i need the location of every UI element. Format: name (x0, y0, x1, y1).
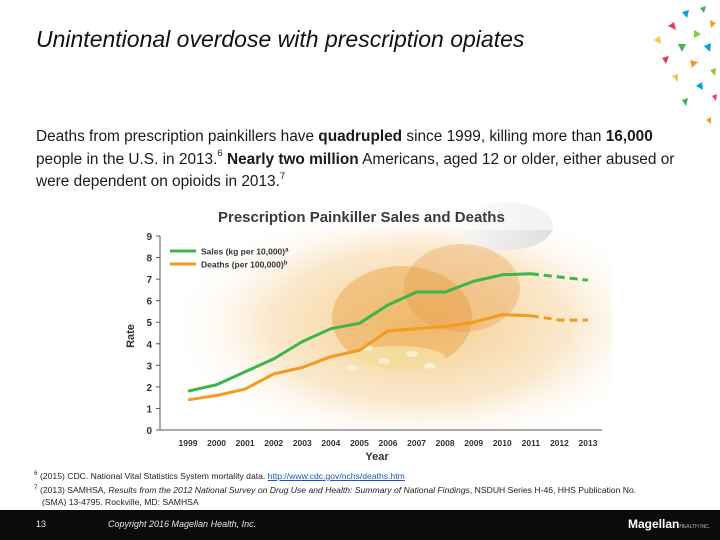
x-tick-label: 2008 (436, 438, 455, 448)
series-group (187, 272, 589, 402)
confetti-decoration (654, 6, 717, 124)
legend-label: Deaths (per 100,000)b (201, 260, 288, 270)
x-tick-label: 2005 (350, 438, 369, 448)
y-tick-label: 9 (146, 232, 152, 243)
legend-label: Sales (kg per 10,000)a (201, 247, 289, 257)
x-axis-label: Year (365, 451, 389, 460)
y-tick-label: 7 (146, 275, 152, 286)
y-tick-label: 5 (146, 318, 152, 329)
y-tick-label: 4 (146, 340, 152, 351)
footnotes: 6 (2015) CDC. National Vital Statistics … (34, 468, 694, 508)
x-tick-label: 2010 (493, 438, 512, 448)
x-tick-label: 2013 (579, 438, 598, 448)
y-tick-label: 1 (146, 404, 152, 415)
chart: Prescription Painkiller Sales and Deaths… (112, 198, 612, 463)
x-tick-label: 1999 (179, 438, 198, 448)
y-tick-label: 0 (146, 426, 152, 437)
x-tick-label: 2006 (379, 438, 398, 448)
series-line-dashed-sales (530, 272, 589, 282)
chart-title: Prescription Painkiller Sales and Deaths (218, 209, 505, 226)
footnote-link[interactable]: http://www.cdc.gov/nchs/deaths.htm (267, 470, 405, 481)
legend: Sales (kg per 10,000)a Deaths (per 100,00… (170, 247, 289, 270)
x-tick-label: 2002 (264, 438, 283, 448)
y-axis-label: Rate (125, 324, 137, 348)
y-tick-label: 8 (146, 254, 152, 265)
series-line-deaths (187, 313, 531, 402)
footer-bar: 13 Copyright 2016 Magellan Health, Inc. … (0, 510, 720, 540)
series-line-dashed-deaths (530, 314, 588, 322)
page-number: 13 (36, 519, 47, 529)
y-tick-label: 6 (146, 297, 152, 308)
x-tick-label: 2003 (293, 438, 312, 448)
slide-title: Unintentional overdose with prescription… (36, 26, 525, 52)
y-tick-label: 3 (146, 361, 152, 372)
y-tick-group: 0 1 2 3 4 5 6 7 8 9 (146, 232, 160, 437)
magellan-logo: MagellanHEALTH INC. (628, 517, 711, 531)
series-line-sales (187, 272, 531, 393)
footnote-7: 7 (2013) SAMHSA, Results from the 2012 N… (34, 483, 637, 495)
x-tick-label: 2007 (407, 438, 426, 448)
copyright-text: Copyright 2016 Magellan Health, Inc. (108, 519, 257, 529)
y-tick-label: 2 (146, 383, 152, 394)
footnote-6: 6 (2015) CDC. National Vital Statistics … (34, 470, 405, 481)
footnote-7-continued: (SMA) 13-4795. Rockville, MD: SAMHSA (42, 496, 199, 507)
x-tick-label: 2001 (236, 438, 255, 448)
x-tick-label: 2011 (522, 438, 541, 448)
x-tick-group: 1999 2000 2001 2002 2003 2004 2005 2006 2007 2008… (179, 438, 598, 448)
x-tick-label: 2012 (550, 438, 569, 448)
body-paragraph: Deaths from prescription painkillers hav… (36, 128, 675, 190)
chart-svg: Prescription Painkiller Sales and Deaths… (125, 198, 612, 463)
x-tick-label: 2000 (207, 438, 226, 448)
x-tick-label: 2009 (464, 438, 483, 448)
x-tick-label: 2004 (321, 438, 340, 448)
